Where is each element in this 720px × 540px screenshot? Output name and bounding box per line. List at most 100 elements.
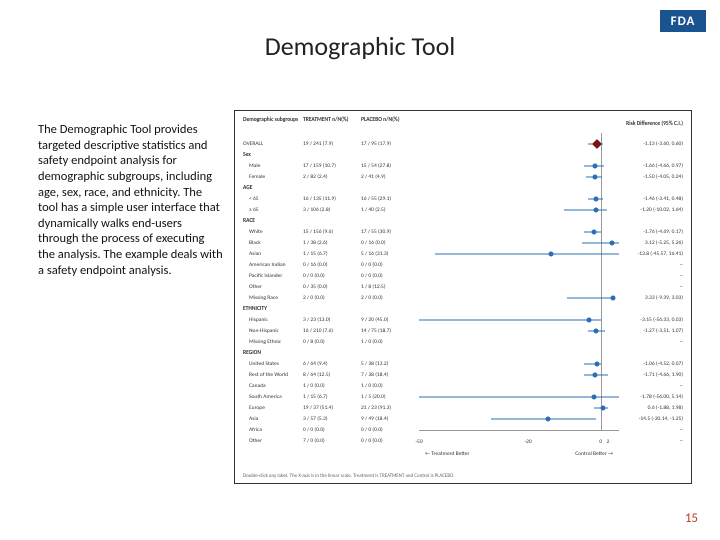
page-number: 15: [685, 511, 698, 526]
body-paragraph: The Demographic Tool provides targeted d…: [38, 122, 223, 278]
ci-whisker: [564, 210, 606, 211]
treatment-value: 1 / 15 (6.7): [303, 394, 328, 400]
ci-value: -1.13 (-3.60, 0.60): [643, 141, 683, 147]
axis-tick: 2: [607, 439, 610, 445]
placebo-value: 0 / 0 (0.0): [361, 438, 383, 444]
subgroup-header: Sex: [243, 152, 251, 158]
page-title: Demographic Tool: [0, 30, 720, 62]
point-marker: [592, 395, 597, 400]
subgroup-label: Black: [249, 240, 261, 246]
ci-value: -1.46 (-3.41, 0.48): [643, 196, 683, 202]
point-marker: [594, 362, 599, 367]
treatment-value: 16 / 210 (7.6): [303, 328, 333, 334]
treatment-value: 0 / 0 (0.0): [303, 273, 325, 279]
ci-value: -1.71 (-4.66, 1.90): [643, 372, 683, 378]
ci-value: -14.5 (-30.14, -1.25): [639, 416, 683, 422]
ci-value: -1.50 (-4.05, 0.24): [643, 174, 683, 180]
ci-value: --: [680, 383, 683, 389]
placebo-value: 1 / 0 (0.0): [361, 383, 383, 389]
placebo-value: 0 / 0 (0.0): [361, 273, 383, 279]
treatment-value: 8 / 64 (12.5): [303, 372, 330, 378]
placebo-value: 14 / 75 (18.7): [361, 328, 391, 334]
subgroup-label: Missing Ethnic: [249, 339, 281, 345]
placebo-value: 17 / 95 (17.9): [361, 141, 391, 147]
axis-tick: -50: [415, 439, 422, 445]
ci-value: --: [680, 427, 683, 433]
point-marker: [593, 197, 598, 202]
ci-value: -1.20 (-10.02, 1.64): [640, 207, 683, 213]
chart-footnote: Double-click any label. The X-axis is in…: [243, 474, 455, 480]
axis-label-right: Control Better →: [575, 451, 613, 457]
ci-value: --: [680, 438, 683, 444]
col-header-subgroup: Demographic subgroups: [243, 117, 298, 123]
placebo-value: 0 / 0 (0.0): [361, 427, 383, 433]
subgroup-label: United States: [249, 361, 279, 367]
axis-horizontal: [419, 430, 619, 431]
subgroup-label: Canada: [249, 383, 266, 389]
placebo-value: 2 / 41 (4.9): [361, 174, 386, 180]
treatment-value: 17 / 159 (10.7): [303, 163, 336, 169]
subgroup-label: < 65: [249, 196, 259, 202]
placebo-value: 7 / 38 (18.4): [361, 372, 388, 378]
ci-value: -1.06 (-4.52, 0.07): [643, 361, 683, 367]
ci-value: --: [680, 262, 683, 268]
col-header-placebo: PLACEBO n/N(%): [361, 117, 400, 123]
subgroup-header: RACE: [243, 218, 255, 224]
ci-whisker: [419, 397, 619, 398]
placebo-value: 5 / 38 (13.2): [361, 361, 388, 367]
subgroup-label: South America: [249, 394, 282, 400]
placebo-value: 17 / 55 (30.9): [361, 229, 391, 235]
point-marker: [610, 241, 615, 246]
subgroup-label: Europe: [249, 405, 265, 411]
point-marker: [610, 296, 615, 301]
subgroup-label: American Indian: [249, 262, 286, 268]
placebo-value: 2 / 0 (0.0): [361, 295, 383, 301]
placebo-value: 9 / 20 (45.0): [361, 317, 388, 323]
subgroup-header: ETHNICITY: [243, 306, 267, 312]
ci-whisker: [419, 320, 601, 321]
point-marker: [592, 164, 597, 169]
point-marker: [592, 373, 597, 378]
treatment-value: 19 / 37 (51.4): [303, 405, 333, 411]
col-header-treatment: TREATMENT n/N(%): [303, 117, 349, 123]
placebo-value: 16 / 55 (29.1): [361, 196, 391, 202]
placebo-value: 0 / 16 (0.0): [361, 240, 386, 246]
subgroup-label: Hispanic: [249, 317, 268, 323]
ci-value: 3.12 (-5.25, 5.26): [645, 240, 683, 246]
point-marker: [548, 252, 553, 257]
ci-whisker: [435, 254, 619, 255]
axis-tick: 0: [599, 439, 602, 445]
treatment-value: 0 / 35 (0.0): [303, 284, 328, 290]
subgroup-label: Non-Hispanic: [249, 328, 279, 334]
treatment-value: 2 / 0 (0.0): [303, 295, 325, 301]
placebo-value: 1 / 8 (12.5): [361, 284, 386, 290]
ci-whisker: [491, 419, 596, 420]
treatment-value: 3 / 57 (5.3): [303, 416, 328, 422]
treatment-value: 0 / 8 (0.0): [303, 339, 325, 345]
subgroup-header: REGION: [243, 350, 261, 356]
fda-logo: FDA: [660, 10, 706, 32]
subgroup-label: Other: [249, 284, 262, 290]
treatment-value: 2 / 82 (2.4): [303, 174, 328, 180]
forest-plot-area: -50-2002← Treatment BetterControl Better…: [419, 133, 619, 459]
subgroup-label: OVERALL: [243, 141, 263, 147]
subgroup-header: AGE: [243, 185, 252, 191]
ci-value: --: [680, 273, 683, 279]
treatment-value: 3 / 106 (2.8): [303, 207, 330, 213]
ci-value: -3.15 (-56.33, 0.03): [640, 317, 683, 323]
forest-plot: Demographic subgroups TREATMENT n/N(%) P…: [234, 110, 692, 484]
axis-label-left: ← Treatment Better: [425, 451, 469, 457]
ci-value: 3.33 (-9.39, 3.03): [645, 295, 683, 301]
placebo-value: 21 / 23 (91.3): [361, 405, 391, 411]
ci-value: --: [680, 339, 683, 345]
placebo-value: 0 / 0 (0.0): [361, 262, 383, 268]
placebo-value: 1 / 40 (2.5): [361, 207, 386, 213]
placebo-value: 15 / 54 (27.8): [361, 163, 391, 169]
treatment-value: 15 / 156 (9.6): [303, 229, 333, 235]
treatment-value: 19 / 241 (7.9): [303, 141, 333, 147]
axis-zero-line: [601, 133, 602, 431]
subgroup-label: Africa: [249, 427, 262, 433]
point-marker: [546, 417, 551, 422]
ci-value: -1.78 (-56.00, 5.14): [640, 394, 683, 400]
col-header-ci: Risk Difference (95% C.I.): [626, 121, 683, 127]
